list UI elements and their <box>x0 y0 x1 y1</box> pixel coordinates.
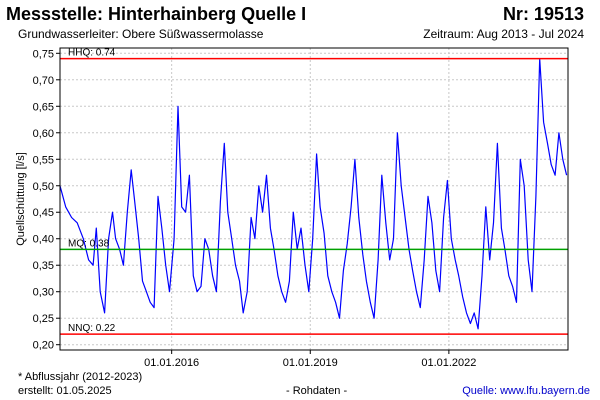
station-number: Nr: 19513 <box>502 4 584 24</box>
y-tick-label: 0,75 <box>33 48 54 60</box>
source-link[interactable]: Quelle: www.lfu.bayern.de <box>462 385 590 397</box>
y-tick-label: 0,50 <box>33 181 54 193</box>
y-tick-label: 0,20 <box>33 340 54 352</box>
period-label: Zeitraum: Aug 2013 - Jul 2024 <box>423 27 584 41</box>
y-tick-label: 0,35 <box>33 260 54 272</box>
y-tick-label: 0,40 <box>33 234 54 246</box>
y-tick-label: 0,65 <box>33 101 54 113</box>
y-tick-label: 0,60 <box>33 128 54 140</box>
y-tick-label: 0,30 <box>33 287 54 299</box>
plot-frame <box>59 47 569 351</box>
y-axis-label: Quellschüttung [l/s] <box>15 152 27 246</box>
created-date: erstellt: 01.05.2025 <box>18 385 112 397</box>
axis-layer: 0,20 0,25 0,30 0,35 0,40 0,45 0,50 0,55 0,60 0,65… <box>33 48 477 369</box>
x-tick-label: 01.01.2022 <box>421 357 476 369</box>
hhq-label: HHQ: 0.74 <box>68 48 116 59</box>
y-tick-label: 0,55 <box>33 154 54 166</box>
discharge-series-line <box>59 57 568 330</box>
footnote: * Abflussjahr (2012-2023) <box>18 371 143 383</box>
y-tick-label: 0,45 <box>33 207 54 219</box>
reference-lines: HHQ: 0.74 MQ: 0.38 NNQ: 0.22 <box>60 48 568 335</box>
nnq-label: NNQ: 0.22 <box>68 323 116 334</box>
raw-data-label: - Rohdaten - <box>286 385 348 397</box>
grid-lines <box>60 48 568 350</box>
x-tick-label: 01.01.2016 <box>144 357 199 369</box>
mq-label: MQ: 0.38 <box>68 238 110 249</box>
x-tick-label: 01.01.2019 <box>283 357 338 369</box>
aquifer-label: Grundwasserleiter: Obere Süßwassermolass… <box>18 27 264 41</box>
y-tick-label: 0,70 <box>33 75 54 87</box>
y-tick-label: 0,25 <box>33 313 54 325</box>
station-title: Messstelle: Hinterhainberg Quelle I <box>6 4 307 24</box>
series-layer <box>59 57 568 330</box>
